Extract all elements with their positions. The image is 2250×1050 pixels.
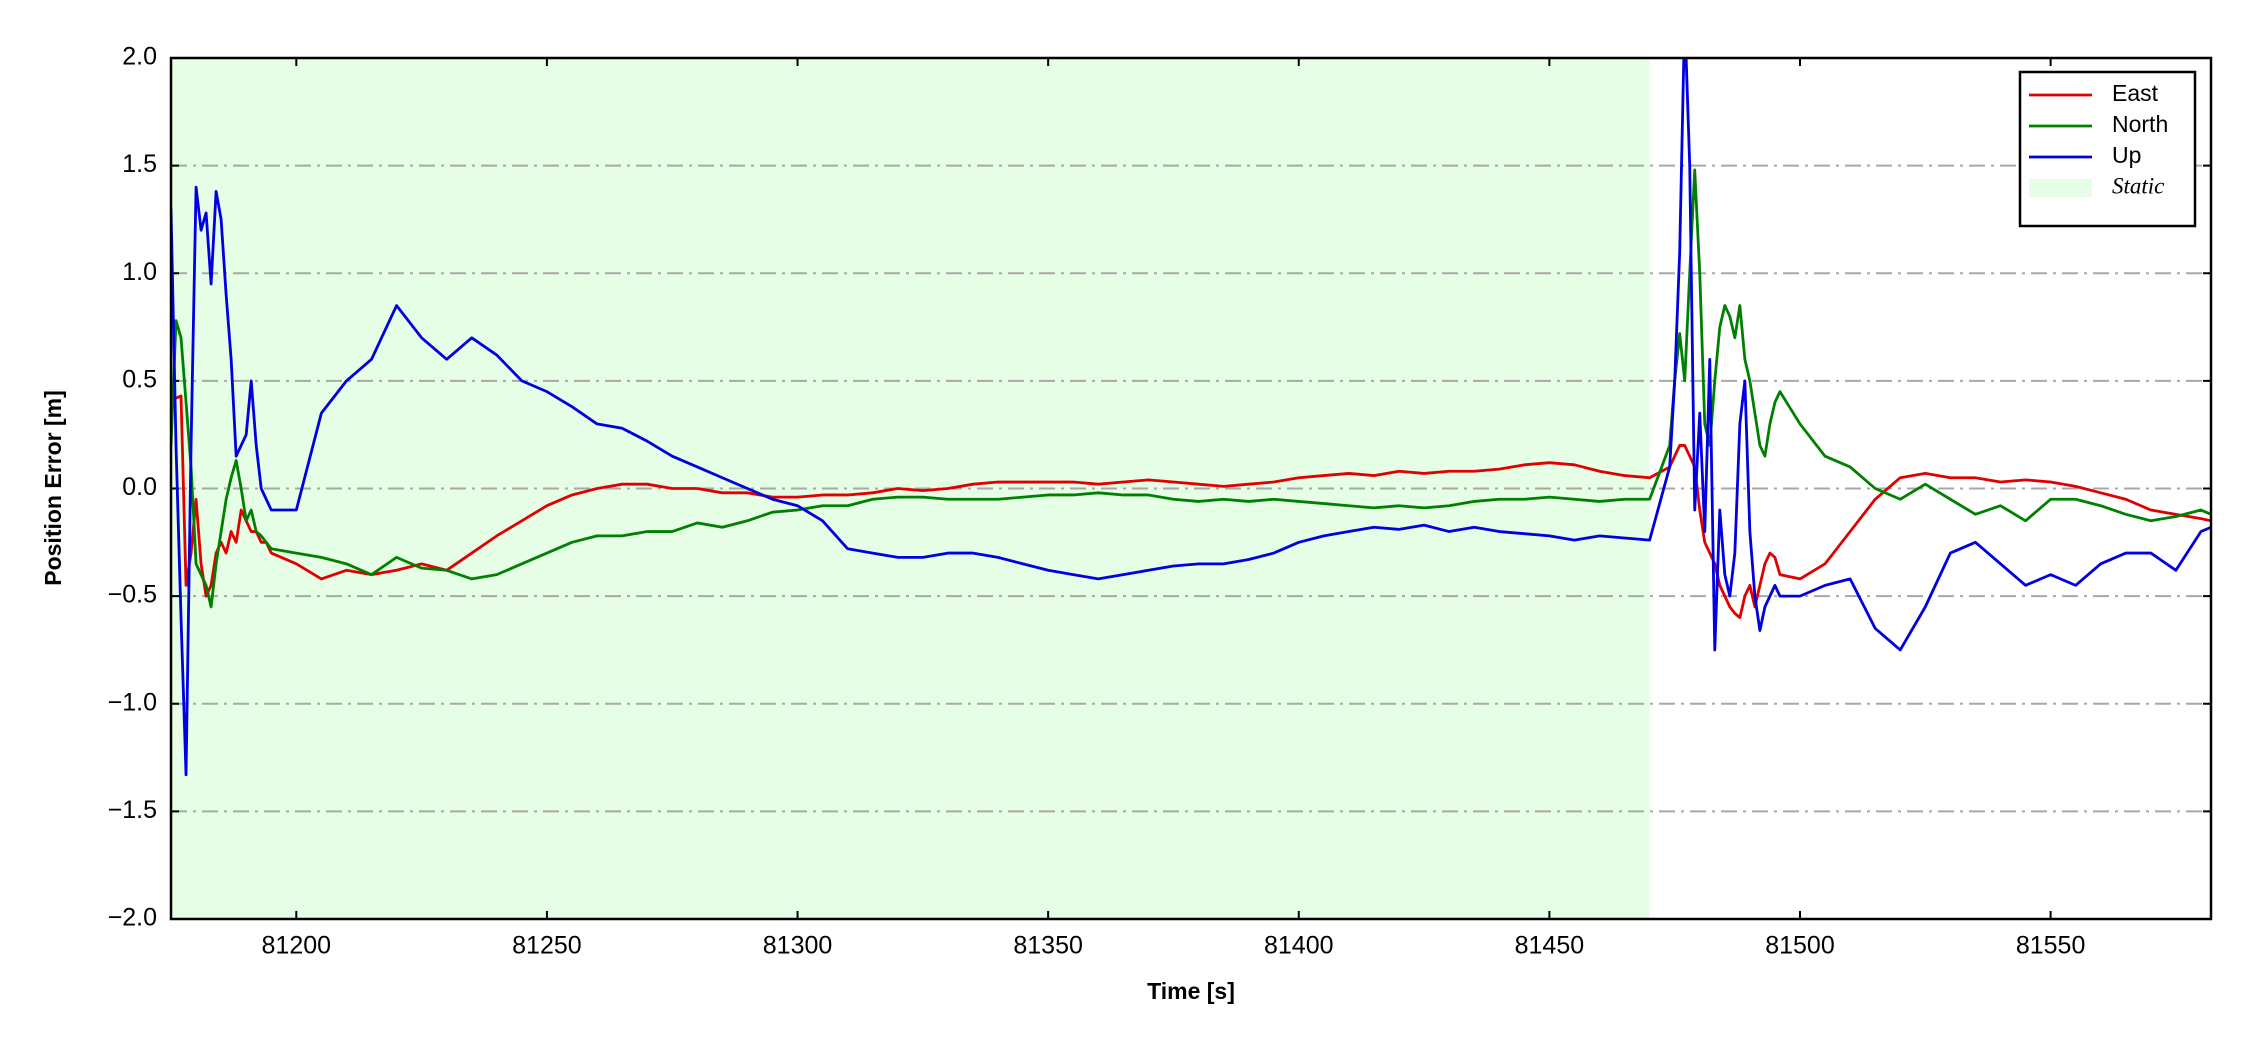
y-tick-label: 1.5 [122,150,157,178]
y-tick-label: 0.0 [122,473,157,501]
x-tick-label: 81400 [1264,932,1334,960]
x-tick-label: 81550 [2016,932,2086,960]
x-tick-label: 81500 [1765,932,1835,960]
y-tick-label: 1.0 [122,258,157,286]
x-tick-label: 81350 [1013,932,1083,960]
series-line [171,168,2211,609]
x-tick-label: 81250 [512,932,582,960]
plot-frame [169,56,2213,921]
series-line [171,58,2211,777]
legend-swatch [2029,179,2092,197]
legend-label: East [2112,80,2159,106]
y-axis-title: Position Error [m] [40,390,66,586]
y-tick-label: −1.5 [108,796,157,824]
y-tick-label: −0.5 [108,581,157,609]
legend-label: Static [2112,173,2164,198]
y-tick-label: 2.0 [122,43,157,71]
x-axis-title: Time [s] [1147,978,1235,1004]
x-tick-label: 81300 [763,932,833,960]
y-tick-label: −2.0 [108,904,157,932]
x-tick-label: 81450 [1515,932,1585,960]
y-tick-label: 0.5 [122,365,157,393]
plot-lines [171,58,2211,777]
x-tick-label: 81200 [262,932,332,960]
y-tick-label: −1.0 [108,688,157,716]
legend-label: North [2112,111,2168,137]
legend-label: Up [2112,142,2141,168]
legend-box [2018,70,2197,228]
